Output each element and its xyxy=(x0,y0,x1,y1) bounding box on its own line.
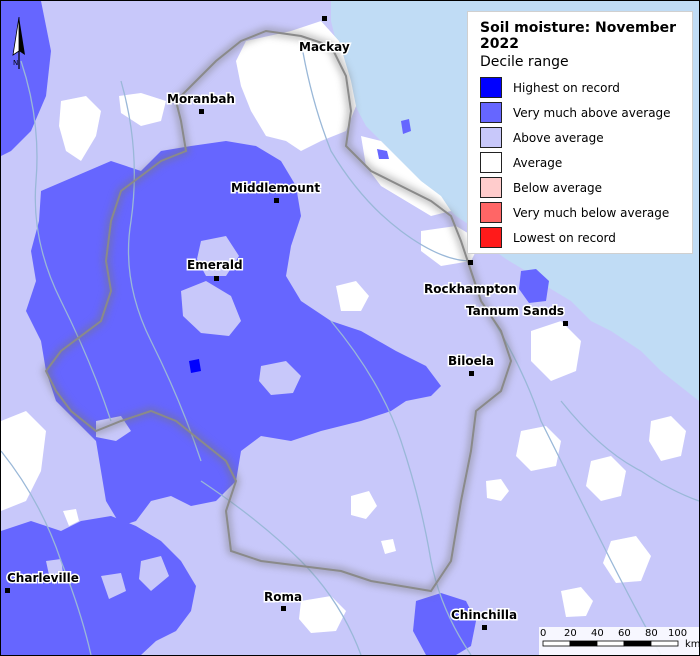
town-label: Biloela xyxy=(448,354,494,368)
town-label: Rockhampton xyxy=(424,282,517,296)
legend-item-lowest: Lowest on record xyxy=(480,225,682,250)
scale-tick-label: 60 xyxy=(618,628,631,639)
rivers xyxy=(1,40,699,655)
legend-swatch xyxy=(480,77,502,98)
legend-swatch xyxy=(480,127,502,148)
town-marker xyxy=(482,625,487,630)
north-label: N xyxy=(13,59,18,67)
town-marker xyxy=(199,109,204,114)
legend-item-above: Above average xyxy=(480,125,682,150)
legend-item-label: Below average xyxy=(513,180,603,195)
north-arrow-icon: N xyxy=(12,16,25,69)
legend-item-label: Very much above average xyxy=(513,105,671,120)
scale-bar: 0 20 40 60 80 100 km xyxy=(539,627,699,655)
scale-tick-label: 100 xyxy=(668,628,687,639)
legend-item-label: Very much below average xyxy=(513,205,670,220)
town-roma[interactable]: Roma xyxy=(263,589,304,611)
legend-item-very-much-above: Very much above average xyxy=(480,100,682,125)
legend-swatch xyxy=(480,177,502,198)
town-marker xyxy=(322,16,327,21)
scale-segment xyxy=(650,640,679,647)
scale-tick-label: 80 xyxy=(645,628,658,639)
legend-title: Soil moisture: November 2022 xyxy=(480,20,677,52)
legend-item-label: Lowest on record xyxy=(513,230,616,245)
town-marker xyxy=(468,260,473,265)
town-tannum-sands[interactable]: Tannum Sands xyxy=(465,303,568,326)
legend-item-label: Highest on record xyxy=(513,80,620,95)
scale-segment xyxy=(623,640,652,647)
legend-subtitle: Decile range xyxy=(480,54,569,70)
town-marker xyxy=(214,276,219,281)
scale-segment xyxy=(542,640,571,647)
scale-segment xyxy=(569,640,598,647)
legend-item-label: Above average xyxy=(513,130,604,145)
town-marker xyxy=(5,588,10,593)
legend-swatch xyxy=(480,227,502,248)
town-emerald[interactable]: Emerald xyxy=(186,257,244,281)
above-average-islands xyxy=(46,236,301,599)
town-label: Middlemount xyxy=(231,181,320,195)
town-label: Roma xyxy=(264,590,302,604)
town-middlemount[interactable]: Middlemount xyxy=(230,180,322,203)
town-label: Tannum Sands xyxy=(466,304,564,318)
legend-item-average: Average xyxy=(480,150,682,175)
town-marker xyxy=(274,198,279,203)
scale-tick-label: 20 xyxy=(564,628,577,639)
town-label: Mackay xyxy=(299,40,350,54)
legend-item-very-much-below: Very much below average xyxy=(480,200,682,225)
legend-swatch xyxy=(480,152,502,173)
town-biloela[interactable]: Biloela xyxy=(447,353,495,376)
scale-tick-label: 40 xyxy=(591,628,604,639)
scale-segment xyxy=(596,640,625,647)
scale-unit: km xyxy=(685,639,699,650)
legend-item-label: Average xyxy=(513,155,563,170)
legend-item-below: Below average xyxy=(480,175,682,200)
town-charleville[interactable]: Charleville xyxy=(5,570,80,593)
town-marker xyxy=(563,321,568,326)
legend-swatch xyxy=(480,202,502,223)
town-label: Moranbah xyxy=(167,92,235,106)
town-label: Chinchilla xyxy=(451,608,517,622)
legend-swatch xyxy=(480,102,502,123)
highest-on-record-area xyxy=(189,359,201,373)
town-moranbah[interactable]: Moranbah xyxy=(166,91,236,114)
town-marker xyxy=(469,371,474,376)
town-label: Emerald xyxy=(187,258,243,272)
scale-tick-label: 0 xyxy=(540,628,546,639)
town-mackay[interactable]: Mackay xyxy=(298,16,351,56)
map-legend: Soil moisture: November 2022 Decile rang… xyxy=(467,11,693,254)
town-label: Charleville xyxy=(7,571,79,585)
town-chinchilla[interactable]: Chinchilla xyxy=(450,607,519,630)
catchment-boundary xyxy=(44,29,513,593)
town-rockhampton[interactable]: Rockhampton xyxy=(423,260,518,298)
legend-item-highest: Highest on record xyxy=(480,75,682,100)
town-marker xyxy=(281,606,286,611)
